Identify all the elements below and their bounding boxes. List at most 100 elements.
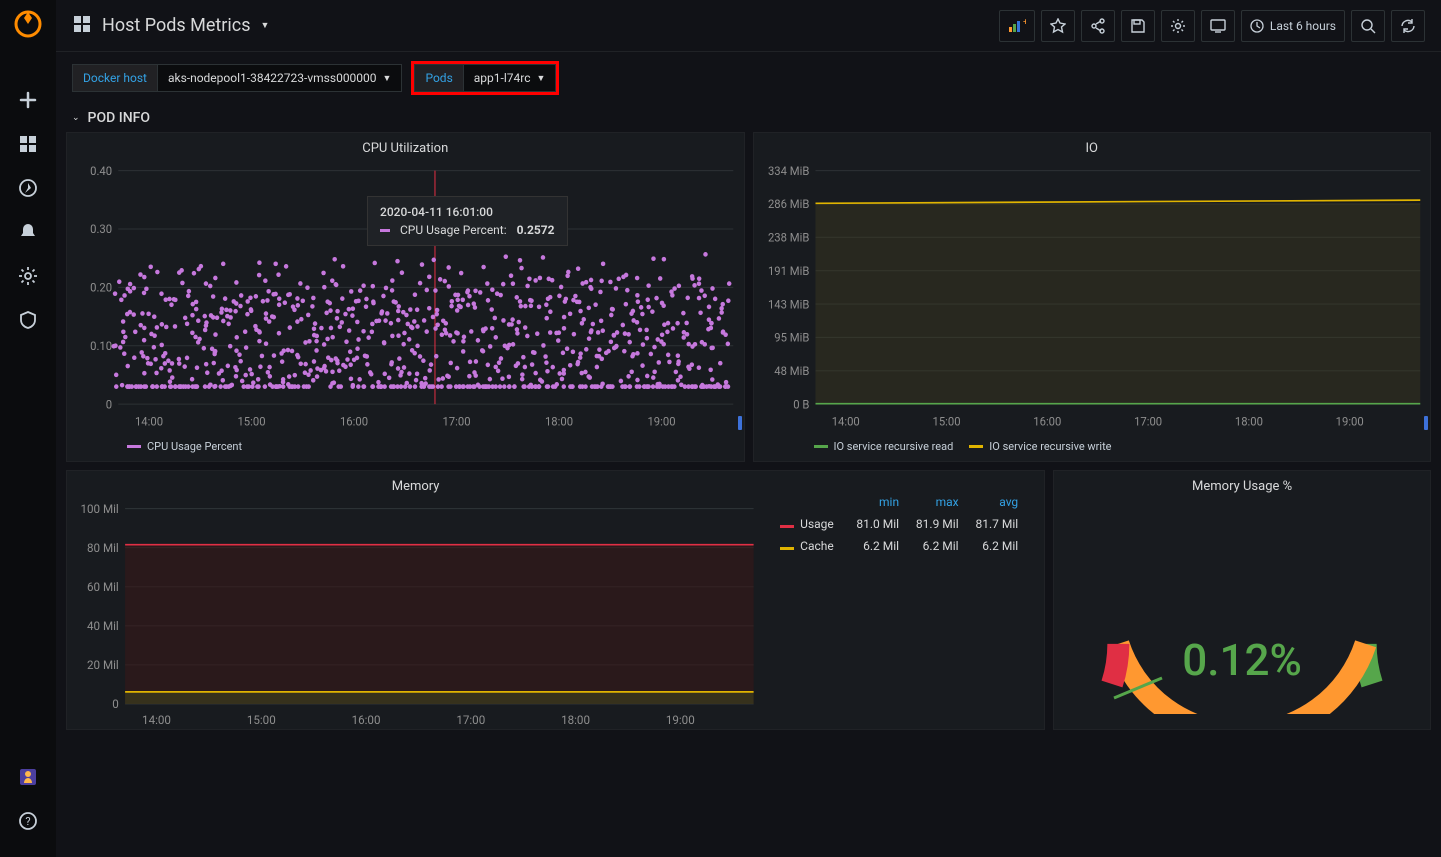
svg-text:15:00: 15:00: [247, 713, 276, 727]
config-icon[interactable]: [8, 256, 48, 296]
panel-io[interactable]: IO 0 B 48 MiB 95 MiB 143 MiB 191 MiB 238 MiB 2…: [753, 132, 1432, 462]
gauge-value: 0.12%: [1182, 634, 1302, 686]
profile-icon[interactable]: [8, 757, 48, 797]
svg-text:+: +: [1023, 19, 1026, 28]
svg-text:14:00: 14:00: [135, 414, 163, 428]
main: Host Pods Metrics ▼ + Last 6 hours Docke…: [56, 0, 1441, 857]
grafana-logo[interactable]: [12, 8, 44, 40]
svg-text:95 MiB: 95 MiB: [774, 330, 809, 344]
zoom-out-button[interactable]: [1351, 10, 1385, 42]
legend-item[interactable]: IO service recursive write: [969, 440, 1111, 453]
svg-text:60 Mil: 60 Mil: [87, 580, 119, 594]
help-icon[interactable]: ?: [8, 801, 48, 841]
svg-text:0.30: 0.30: [90, 222, 112, 236]
var-docker-host-value[interactable]: aks-nodepool1-38422723-vmss000000▼: [157, 64, 403, 92]
svg-text:15:00: 15:00: [237, 414, 265, 428]
star-button[interactable]: [1041, 10, 1075, 42]
panel-gauge[interactable]: Memory Usage % 0.12%: [1053, 470, 1431, 730]
svg-text:0.10: 0.10: [90, 339, 112, 353]
legend-swatch: [814, 445, 828, 448]
svg-text:191 MiB: 191 MiB: [767, 264, 808, 278]
svg-text:0: 0: [106, 397, 112, 411]
row-header[interactable]: ⌄ POD INFO: [56, 104, 1441, 132]
svg-text:286 MiB: 286 MiB: [767, 197, 808, 211]
svg-text:0: 0: [112, 697, 119, 711]
svg-text:100 Mil: 100 Mil: [81, 502, 119, 516]
panel-cpu[interactable]: CPU Utilization 0 0.10 0.20 0.30 0.40 14:00 15…: [66, 132, 745, 462]
chevron-down-icon: ⌄: [72, 113, 80, 123]
svg-text:238 MiB: 238 MiB: [767, 230, 808, 244]
svg-text:15:00: 15:00: [932, 414, 960, 428]
io-legend: IO service recursive read IO service recu…: [754, 436, 1431, 461]
panel-memory[interactable]: Memory 0 20 Mil 40 Mil 60 Mil 80 Mil 100 Mil 1…: [66, 470, 1045, 730]
legend-swatch: [969, 445, 983, 448]
panel-title: Memory Usage %: [1054, 471, 1430, 498]
scroll-handle[interactable]: [738, 416, 742, 430]
explore-icon[interactable]: [8, 168, 48, 208]
svg-text:16:00: 16:00: [340, 414, 368, 428]
legend-swatch: [127, 445, 141, 448]
topbar: Host Pods Metrics ▼ + Last 6 hours: [56, 0, 1441, 52]
svg-text:17:00: 17:00: [442, 414, 470, 428]
view-mode-button[interactable]: [1201, 10, 1235, 42]
svg-text:20 Mil: 20 Mil: [87, 658, 119, 672]
legend-item[interactable]: CPU Usage Percent: [127, 440, 242, 453]
svg-text:0.20: 0.20: [90, 280, 112, 294]
svg-text:16:00: 16:00: [352, 713, 381, 727]
page-title[interactable]: Host Pods Metrics: [102, 15, 251, 36]
panel-title: IO: [754, 133, 1431, 160]
table-row[interactable]: Cache6.2 Mil6.2 Mil6.2 Mil: [774, 535, 1024, 557]
svg-text:19:00: 19:00: [1335, 414, 1363, 428]
chevron-down-icon: ▼: [537, 73, 546, 84]
alerting-icon[interactable]: [8, 212, 48, 252]
time-range-button[interactable]: Last 6 hours: [1241, 10, 1345, 42]
save-button[interactable]: [1121, 10, 1155, 42]
shield-icon[interactable]: [8, 300, 48, 340]
var-pods-value[interactable]: app1-l74rc▼: [463, 64, 557, 92]
var-docker-host-label: Docker host: [72, 64, 157, 92]
svg-text:18:00: 18:00: [1234, 414, 1262, 428]
var-docker-host[interactable]: Docker host aks-nodepool1-38422723-vmss0…: [72, 64, 402, 92]
create-icon[interactable]: [8, 80, 48, 120]
svg-text:14:00: 14:00: [831, 414, 859, 428]
time-range-label: Last 6 hours: [1270, 19, 1336, 33]
svg-text:17:00: 17:00: [1134, 414, 1162, 428]
chevron-down-icon[interactable]: ▼: [261, 20, 270, 31]
dashboards-icon[interactable]: [8, 124, 48, 164]
svg-text:48 MiB: 48 MiB: [774, 364, 809, 378]
svg-text:80 Mil: 80 Mil: [87, 541, 119, 555]
panel-title: Memory: [67, 471, 764, 498]
io-chart[interactable]: 0 B 48 MiB 95 MiB 143 MiB 191 MiB 238 MiB 286 …: [754, 160, 1431, 436]
table-row[interactable]: Usage81.0 Mil81.9 Mil81.7 Mil: [774, 513, 1024, 535]
svg-text:0 B: 0 B: [793, 397, 809, 411]
panel-title: CPU Utilization: [67, 133, 744, 160]
legend-item[interactable]: IO service recursive read: [814, 440, 954, 453]
svg-text:18:00: 18:00: [561, 713, 590, 727]
svg-text:0.40: 0.40: [90, 164, 112, 178]
share-button[interactable]: [1081, 10, 1115, 42]
add-panel-button[interactable]: +: [999, 10, 1035, 42]
dashboard-grid-icon[interactable]: [72, 14, 92, 38]
svg-text:18:00: 18:00: [545, 414, 573, 428]
svg-text:19:00: 19:00: [647, 414, 675, 428]
svg-text:143 MiB: 143 MiB: [767, 297, 808, 311]
memory-legend-table: minmaxavgUsage81.0 Mil81.9 Mil81.7 MilCa…: [764, 471, 1044, 729]
svg-text:334 MiB: 334 MiB: [767, 164, 808, 178]
svg-text:40 Mil: 40 Mil: [87, 619, 119, 633]
svg-text:17:00: 17:00: [456, 713, 485, 727]
memory-chart[interactable]: 0 20 Mil 40 Mil 60 Mil 80 Mil 100 Mil 14:00 15:…: [67, 498, 764, 730]
var-pods[interactable]: Pods app1-l74rc▼: [414, 64, 556, 92]
var-pods-label: Pods: [414, 64, 462, 92]
scroll-handle[interactable]: [1424, 416, 1428, 430]
refresh-button[interactable]: [1391, 10, 1425, 42]
cpu-chart[interactable]: 0 0.10 0.20 0.30 0.40 14:00 15:00 16:00 17:00 18:…: [67, 160, 744, 436]
variable-bar: Docker host aks-nodepool1-38422723-vmss0…: [56, 52, 1441, 104]
svg-text:14:00: 14:00: [142, 713, 171, 727]
svg-text:16:00: 16:00: [1033, 414, 1061, 428]
cpu-legend: CPU Usage Percent: [67, 436, 744, 461]
svg-text:?: ?: [25, 815, 30, 828]
sidebar: ?: [0, 0, 56, 857]
panels-container: CPU Utilization 0 0.10 0.20 0.30 0.40 14:00 15…: [56, 132, 1441, 857]
settings-button[interactable]: [1161, 10, 1195, 42]
gauge: 0.12%: [1054, 498, 1430, 729]
